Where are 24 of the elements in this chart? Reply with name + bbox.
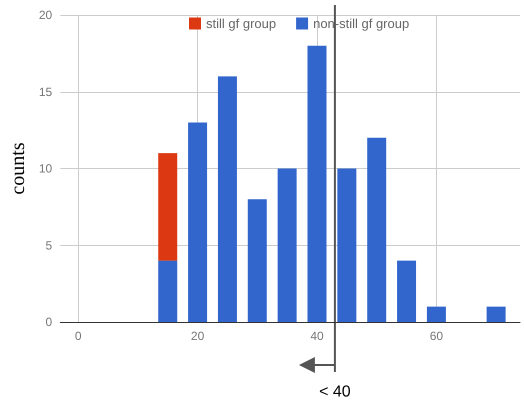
y-axis-title: counts	[7, 142, 29, 195]
bar	[158, 260, 178, 322]
y-tick-label: 0	[46, 315, 53, 329]
bar	[188, 122, 208, 322]
x-tick-label: 20	[190, 329, 205, 343]
bar	[337, 168, 356, 322]
y-tick-label: 10	[38, 162, 53, 176]
y-tick-label: 15	[38, 84, 53, 99]
legend-label: still gf group	[206, 16, 276, 31]
text: < 40	[319, 384, 351, 400]
bar	[397, 260, 416, 322]
bar	[278, 168, 297, 322]
y-tick-label: 20	[38, 8, 53, 22]
x-tick-label: 40	[310, 329, 324, 343]
y-tick-label: 5	[46, 238, 53, 252]
bar	[307, 46, 326, 322]
bar	[218, 76, 237, 322]
bar	[486, 306, 506, 322]
bar	[158, 153, 178, 261]
x-tick-label: 0	[74, 329, 82, 343]
bar	[367, 138, 386, 322]
x-tick-label: 60	[430, 329, 444, 343]
bar	[248, 199, 267, 322]
bar	[426, 306, 446, 322]
